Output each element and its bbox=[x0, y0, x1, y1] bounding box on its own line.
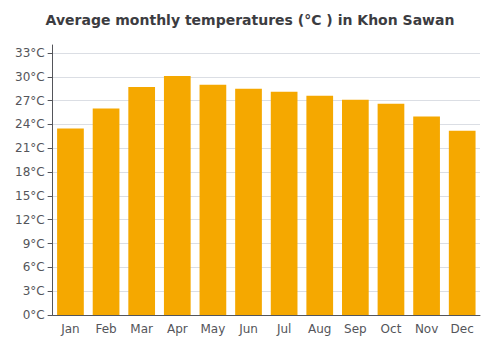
svg-text:21°C: 21°C bbox=[15, 141, 45, 155]
svg-text:Average monthly temperatures (: Average monthly temperatures (°C ) in Kh… bbox=[46, 12, 455, 28]
svg-text:18°C: 18°C bbox=[15, 165, 45, 179]
svg-text:Jun: Jun bbox=[238, 322, 258, 336]
svg-text:33°C: 33°C bbox=[15, 46, 45, 60]
svg-text:9°C: 9°C bbox=[23, 237, 45, 251]
svg-text:Mar: Mar bbox=[130, 322, 153, 336]
svg-text:Nov: Nov bbox=[415, 322, 438, 336]
svg-text:Feb: Feb bbox=[95, 322, 116, 336]
svg-text:Aug: Aug bbox=[308, 322, 331, 336]
svg-text:May: May bbox=[200, 322, 225, 336]
svg-text:12°C: 12°C bbox=[15, 213, 45, 227]
svg-text:30°C: 30°C bbox=[15, 70, 45, 84]
svg-text:Oct: Oct bbox=[381, 322, 402, 336]
svg-text:27°C: 27°C bbox=[15, 94, 45, 108]
svg-text:6°C: 6°C bbox=[23, 260, 45, 274]
svg-text:Jan: Jan bbox=[60, 322, 80, 336]
svg-text:15°C: 15°C bbox=[15, 189, 45, 203]
svg-text:Sep: Sep bbox=[344, 322, 367, 336]
svg-text:3°C: 3°C bbox=[23, 284, 45, 298]
svg-text:0°C: 0°C bbox=[23, 308, 45, 322]
svg-text:Jul: Jul bbox=[276, 322, 291, 336]
svg-text:Dec: Dec bbox=[451, 322, 474, 336]
svg-text:Apr: Apr bbox=[167, 322, 188, 336]
svg-text:24°C: 24°C bbox=[15, 117, 45, 131]
